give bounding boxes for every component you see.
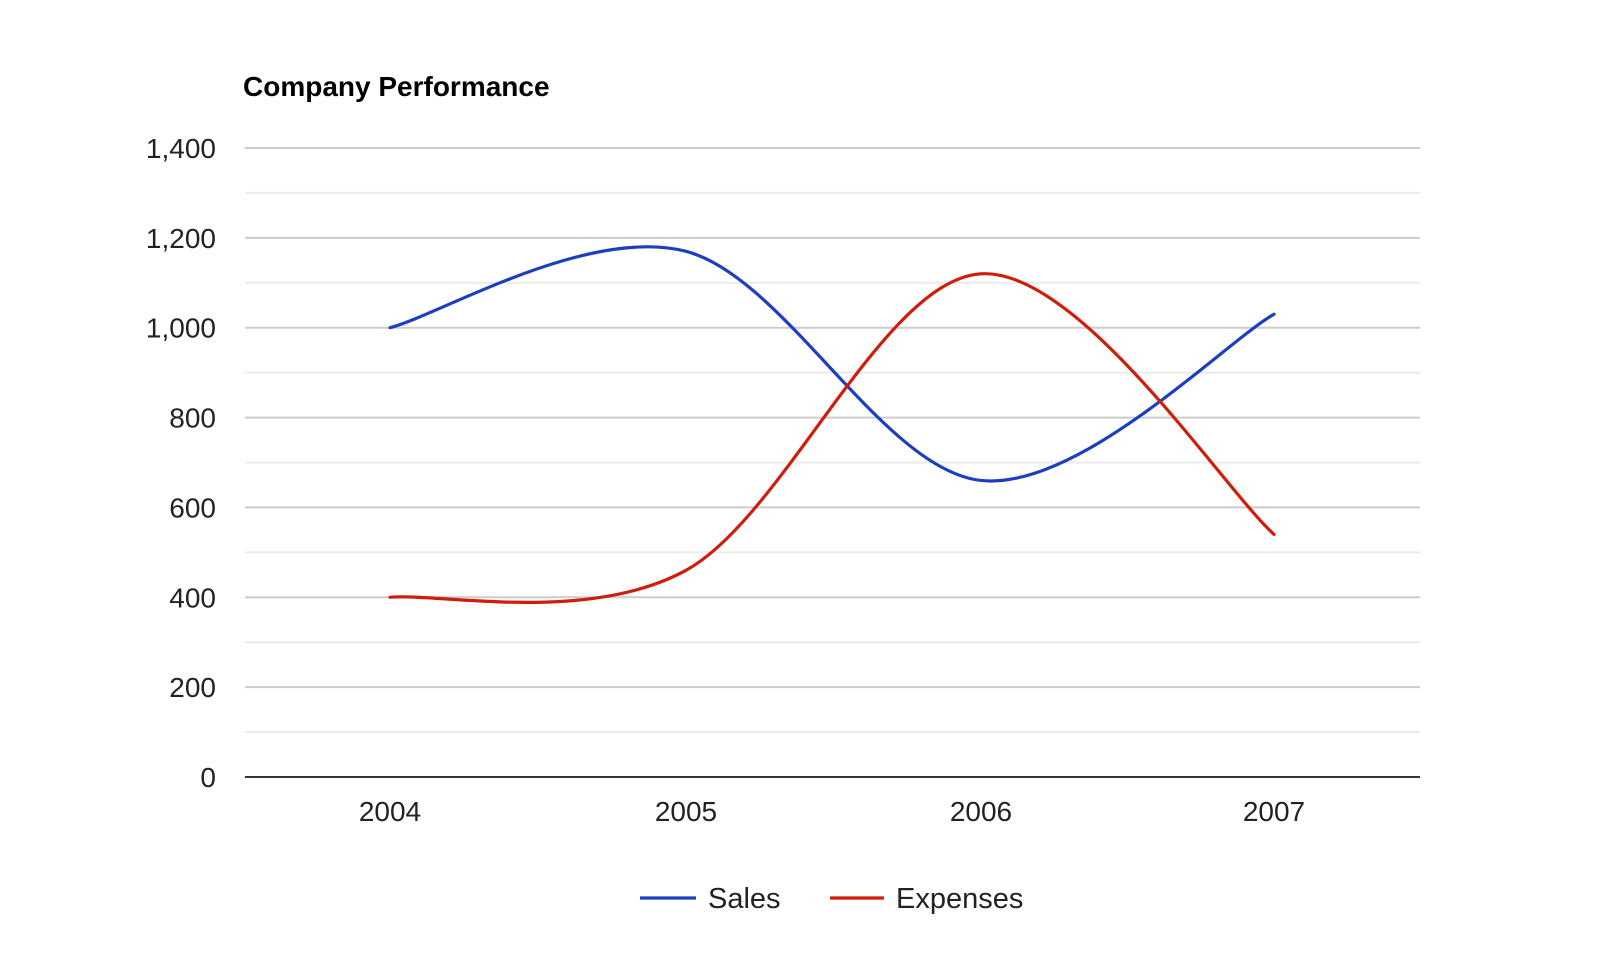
x-tick-label: 2006 [950,796,1012,827]
x-axis-ticks: 2004 2005 2006 2007 [359,796,1305,827]
y-tick-label: 0 [200,762,216,793]
series-lines [388,245,1276,604]
chart-title: Company Performance [243,71,550,102]
gridlines [245,147,1420,778]
legend-label-expenses: Expenses [896,883,1023,915]
series-line-sales [388,245,1276,483]
y-tick-label: 400 [169,582,216,613]
y-tick-label: 800 [169,403,216,434]
y-tick-label: 200 [169,672,216,703]
y-tick-label: 1,400 [146,133,216,164]
y-tick-label: 1,000 [146,313,216,344]
y-axis-ticks: 0 200 400 600 800 1,000 1,200 1,400 [146,133,216,793]
x-tick-label: 2005 [655,796,717,827]
legend: Sales Expenses [640,883,1023,915]
y-tick-label: 1,200 [146,223,216,254]
y-tick-label: 600 [169,492,216,523]
x-tick-label: 2004 [359,796,421,827]
x-tick-label: 2007 [1243,796,1305,827]
series-line-expenses [388,272,1276,604]
legend-label-sales: Sales [708,883,781,915]
